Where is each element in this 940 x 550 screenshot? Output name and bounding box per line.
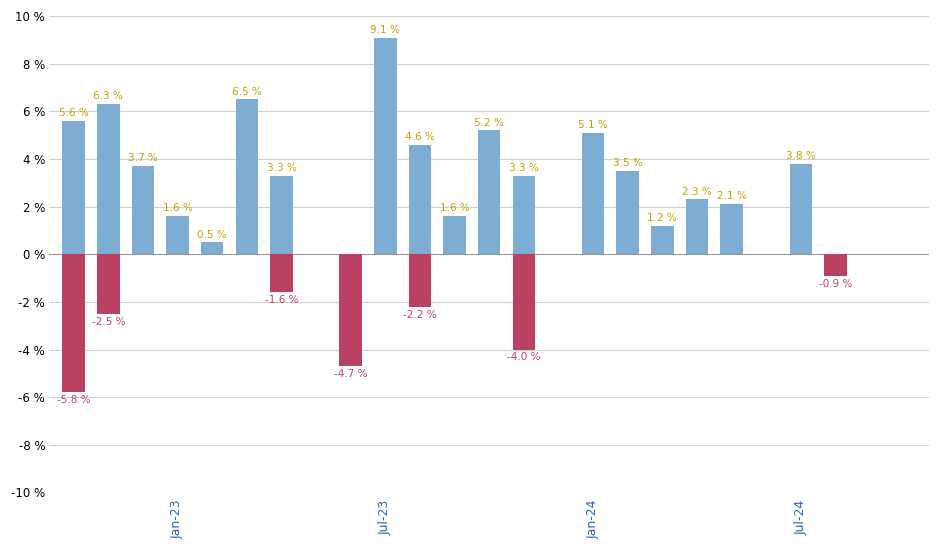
Bar <box>617 171 639 254</box>
Text: -4.7 %: -4.7 % <box>334 369 368 379</box>
Bar <box>685 200 708 254</box>
Bar <box>201 243 224 254</box>
Bar <box>166 216 189 254</box>
Bar <box>97 104 119 254</box>
Text: 2.3 %: 2.3 % <box>682 186 712 197</box>
Text: 2.1 %: 2.1 % <box>716 191 746 201</box>
Bar <box>339 254 362 366</box>
Bar <box>478 130 500 254</box>
Bar <box>236 100 258 254</box>
Bar <box>62 254 85 392</box>
Text: 3.7 %: 3.7 % <box>128 153 158 163</box>
Bar <box>270 254 292 293</box>
Bar <box>374 37 397 254</box>
Text: 3.8 %: 3.8 % <box>786 151 816 161</box>
Text: 5.2 %: 5.2 % <box>475 118 504 128</box>
Bar <box>409 254 431 307</box>
Bar <box>270 175 292 254</box>
Bar <box>97 254 119 314</box>
Text: -2.5 %: -2.5 % <box>91 317 125 327</box>
Text: 1.2 %: 1.2 % <box>648 213 677 223</box>
Bar <box>512 254 535 350</box>
Text: 5.1 %: 5.1 % <box>578 120 608 130</box>
Text: 4.6 %: 4.6 % <box>405 132 435 142</box>
Text: 9.1 %: 9.1 % <box>370 25 400 35</box>
Bar <box>790 164 812 254</box>
Text: -5.8 %: -5.8 % <box>57 395 90 405</box>
Bar <box>582 133 604 254</box>
Text: 6.3 %: 6.3 % <box>93 91 123 101</box>
Text: -1.6 %: -1.6 % <box>265 295 298 305</box>
Bar <box>720 204 743 254</box>
Text: -2.2 %: -2.2 % <box>403 310 437 320</box>
Bar <box>132 166 154 254</box>
Bar <box>409 145 431 254</box>
Text: 1.6 %: 1.6 % <box>163 204 193 213</box>
Text: 3.3 %: 3.3 % <box>509 163 539 173</box>
Bar <box>824 254 847 276</box>
Text: 1.6 %: 1.6 % <box>440 204 469 213</box>
Bar <box>651 226 674 254</box>
Bar <box>444 216 466 254</box>
Text: 3.5 %: 3.5 % <box>613 158 643 168</box>
Text: 6.5 %: 6.5 % <box>232 86 261 97</box>
Text: 0.5 %: 0.5 % <box>197 229 227 239</box>
Bar <box>62 121 85 254</box>
Text: -0.9 %: -0.9 % <box>819 278 852 289</box>
Bar <box>512 175 535 254</box>
Text: 3.3 %: 3.3 % <box>267 163 296 173</box>
Text: 5.6 %: 5.6 % <box>59 108 88 118</box>
Text: -4.0 %: -4.0 % <box>507 353 540 362</box>
